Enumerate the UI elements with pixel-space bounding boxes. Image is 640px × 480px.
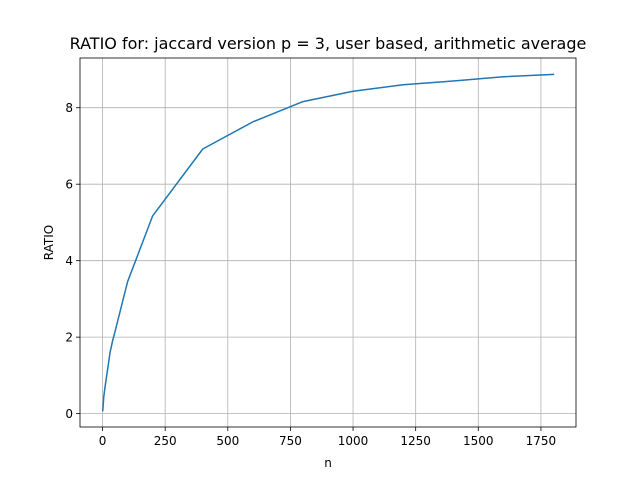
y-tick-label: 2 bbox=[65, 331, 73, 345]
plot-frame bbox=[79, 57, 577, 428]
y-tick-label: 8 bbox=[65, 101, 73, 115]
axis-ticks: 0 250 500 750 1000 1250 1500 1750 0 2 4 6 8 bbox=[65, 101, 556, 448]
chart-title: RATIO for: jaccard version p = 3, user b… bbox=[70, 34, 587, 53]
x-tick-label: 500 bbox=[216, 434, 239, 448]
x-tick-label: 1250 bbox=[400, 434, 431, 448]
x-tick-label: 0 bbox=[99, 434, 107, 448]
x-tick-label: 250 bbox=[154, 434, 177, 448]
y-tick-label: 6 bbox=[65, 178, 73, 192]
y-tick-label: 4 bbox=[65, 254, 73, 268]
y-axis-label: RATIO bbox=[42, 225, 56, 260]
x-tick-label: 1000 bbox=[338, 434, 369, 448]
x-tick-label: 1750 bbox=[526, 434, 557, 448]
series-layer bbox=[101, 73, 555, 412]
y-tick-label: 0 bbox=[65, 407, 73, 421]
x-tick-label: 1500 bbox=[463, 434, 494, 448]
x-axis-label: n bbox=[324, 456, 332, 470]
x-tick-label: 750 bbox=[279, 434, 302, 448]
series-line bbox=[101, 73, 555, 412]
grid-lines bbox=[80, 58, 576, 427]
